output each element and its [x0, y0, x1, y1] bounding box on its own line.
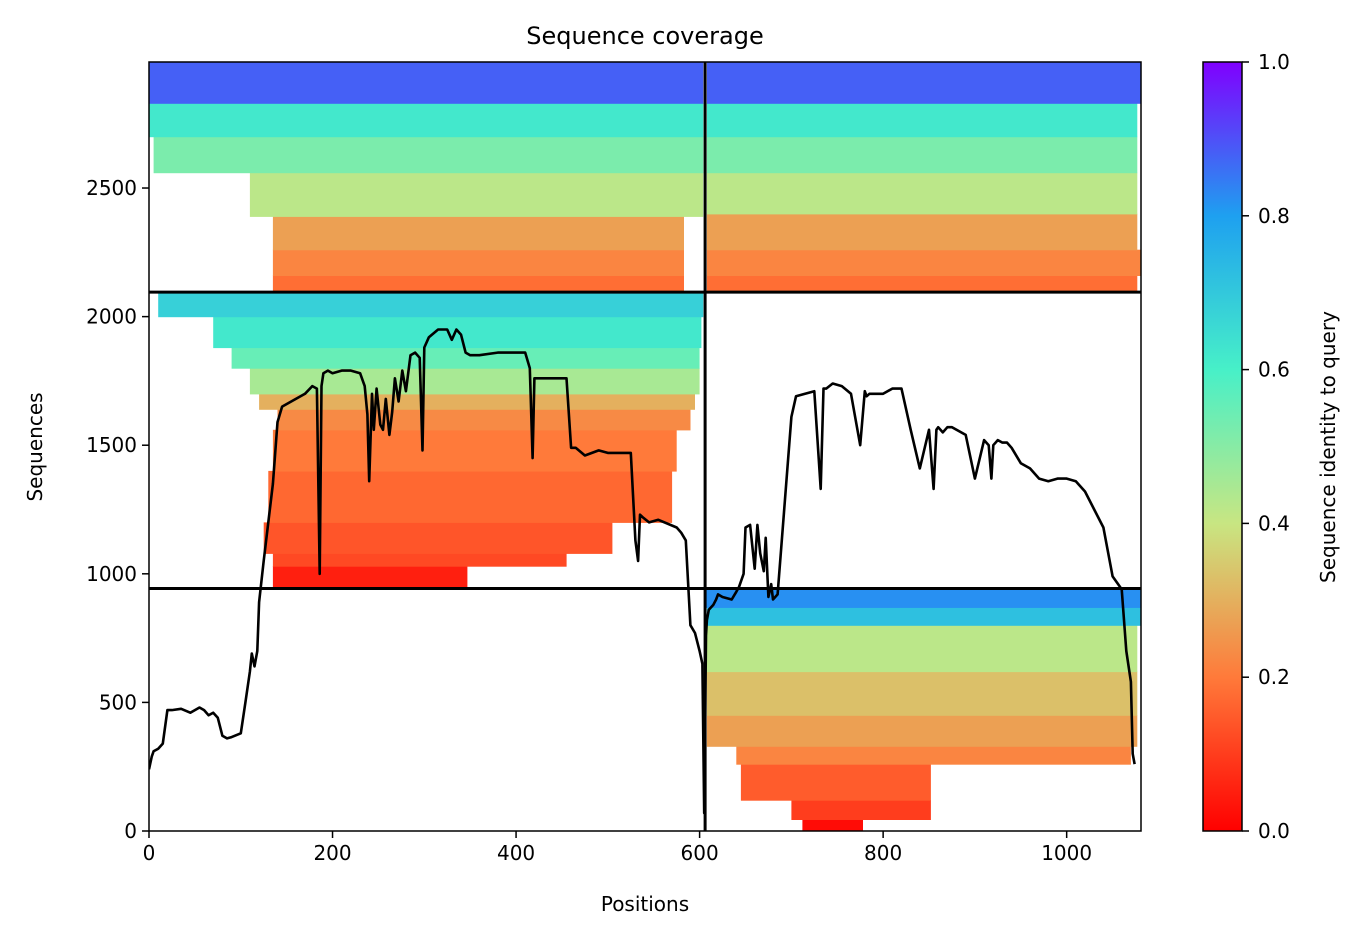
heatmap-band	[802, 819, 863, 831]
heatmap-band	[272, 275, 684, 293]
heatmap-band	[272, 216, 684, 251]
colorbar-tick-label: 0.8	[1258, 204, 1290, 228]
colorbar-tick-label: 0.6	[1258, 358, 1290, 382]
heatmap-band	[272, 553, 567, 567]
heatmap-band	[706, 715, 1138, 747]
heatmap-band	[259, 393, 695, 410]
x-tick-label: 0	[143, 841, 156, 865]
colorbar-tick-label: 0.2	[1258, 665, 1290, 689]
y-tick-label: 2000	[86, 305, 137, 329]
heatmap-band	[153, 136, 704, 174]
x-tick-label: 1000	[1041, 841, 1092, 865]
heatmap-band	[272, 429, 677, 472]
heatmap-band	[736, 746, 1131, 765]
heatmap-band	[231, 347, 700, 369]
y-axis: 0 500 1000 1500 2000 2500	[86, 176, 149, 843]
heatmap-band	[706, 671, 1138, 716]
x-axis-label: Positions	[601, 892, 689, 916]
y-tick-label: 500	[99, 690, 137, 714]
y-tick-label: 1500	[86, 433, 137, 457]
y-tick-label: 2500	[86, 176, 137, 200]
colorbar-tick-label: 0.0	[1258, 819, 1290, 843]
heatmap-band	[263, 522, 613, 554]
heatmap-band	[791, 800, 931, 820]
heatmap-block	[706, 62, 1141, 293]
heatmap-band	[706, 625, 1138, 673]
heatmap-band	[706, 62, 1141, 104]
colorbar-tick-label: 1.0	[1258, 50, 1290, 74]
x-axis: 0 200 400 600 800 1000	[143, 831, 1092, 865]
x-tick-label: 200	[313, 841, 351, 865]
colorbar-tick-label: 0.4	[1258, 511, 1290, 535]
x-tick-label: 600	[681, 841, 719, 865]
colorbar-axis: 0.0 0.2 0.4 0.6 0.8 1.0	[1242, 50, 1290, 843]
coverage-line	[149, 328, 1136, 815]
heatmap-band	[149, 62, 704, 104]
x-tick-label: 400	[497, 841, 535, 865]
heatmap-band	[272, 566, 468, 590]
x-tick-label: 800	[864, 841, 902, 865]
heatmap-block	[705, 588, 1141, 831]
heatmap-band	[277, 409, 691, 431]
heatmap-band	[706, 275, 1138, 293]
chart-title: Sequence coverage	[526, 22, 763, 50]
heatmap-band	[249, 172, 704, 217]
heatmap-block	[149, 62, 704, 293]
coverage-line-group	[149, 328, 1136, 815]
heatmap-band	[268, 470, 673, 523]
heatmap-band	[706, 213, 1138, 251]
y-tick-label: 1000	[86, 562, 137, 586]
heatmap-band	[149, 103, 704, 138]
colorbar	[1202, 61, 1243, 832]
heatmap-band	[705, 588, 1141, 608]
coverage-heatmap	[149, 62, 1141, 831]
heatmap-band	[740, 764, 931, 801]
heatmap-band	[706, 249, 1141, 276]
heatmap-band	[706, 103, 1138, 138]
heatmap-band	[706, 136, 1138, 174]
heatmap-band	[158, 292, 704, 318]
heatmap-band	[706, 172, 1138, 215]
heatmap-band	[706, 607, 1141, 626]
plot-frame	[148, 61, 1142, 832]
y-axis-label: Sequences	[23, 392, 47, 501]
heatmap-band	[272, 249, 684, 276]
y-tick-label: 0	[124, 819, 137, 843]
colorbar-label: Sequence identity to query	[1316, 311, 1340, 583]
